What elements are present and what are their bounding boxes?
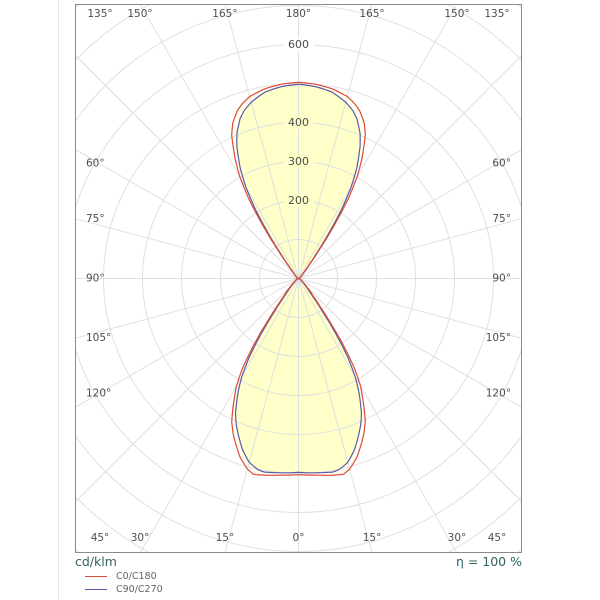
grid-radial-165: [298, 4, 373, 279]
angle-label-180-top: 180°: [286, 8, 311, 20]
angle-label-75-right: 75°: [492, 213, 511, 225]
angle-label-150-left: 150°: [127, 8, 152, 20]
grid-radial-240: [75, 149, 299, 279]
grid-radial-195: [224, 4, 299, 279]
legend-label: C90/C270: [116, 584, 163, 595]
c90-c270-line-swatch: [85, 589, 107, 590]
grid-radial-30: [298, 278, 458, 553]
angle-label-120-left: 120°: [86, 388, 111, 400]
angle-label-165-left: 165°: [212, 8, 237, 20]
angle-label-45-left: 45°: [91, 532, 110, 544]
angle-label-90-left: 90°: [86, 273, 105, 285]
efficiency-label: η = 100 %: [455, 554, 522, 569]
grid-radial-120: [298, 149, 522, 279]
grid-radial-105: [298, 218, 522, 279]
angle-label-30-left: 30°: [131, 532, 150, 544]
grid-radial-225: [75, 54, 299, 279]
legend-item-c90-c270: C90/C270: [85, 584, 163, 595]
grid-radial-285: [75, 278, 299, 339]
angle-label-30-right: 30°: [448, 532, 467, 544]
angle-label-0-bottom: 0°: [293, 532, 305, 544]
angle-label-15-right: 15°: [363, 532, 382, 544]
ring-label-bg: [283, 38, 314, 51]
grid-radial-135: [298, 54, 522, 279]
legend-label: C0/C180: [116, 571, 157, 582]
chart-footer: cd/klm η = 100 %: [75, 554, 522, 569]
grid-radial-60: [298, 278, 522, 408]
grid-radial-255: [75, 218, 299, 279]
ring-label-600: 600: [288, 38, 309, 51]
angle-label-60-right: 60°: [492, 158, 511, 170]
page-divider-line: [58, 0, 59, 600]
ring-label-400: 400: [288, 116, 309, 129]
angle-label-15-left: 15°: [216, 532, 235, 544]
angle-label-60-left: 60°: [86, 158, 105, 170]
angle-label-135-left: 135°: [87, 8, 112, 20]
ring-label-bg: [283, 194, 314, 207]
grid-radial-15: [298, 278, 373, 553]
angle-label-105-left: 105°: [86, 332, 111, 344]
angle-label-135-right: 135°: [484, 8, 509, 20]
angle-label-90-right: 90°: [492, 273, 511, 285]
angle-label-120-right: 120°: [486, 388, 511, 400]
ring-label-200: 200: [288, 194, 309, 207]
grid-radial-315: [75, 278, 299, 503]
ring-label-bg: [283, 116, 314, 129]
angle-label-165-right: 165°: [359, 8, 384, 20]
angle-label-105-right: 105°: [486, 332, 511, 344]
legend-item-c0-c180: C0/C180: [85, 571, 163, 582]
c0-c180-line-swatch: [85, 576, 107, 577]
grid-radial-45: [298, 278, 522, 503]
grid-radial-330: [139, 278, 299, 553]
legend: C0/C180 C90/C270: [85, 571, 163, 595]
angle-label-75-left: 75°: [86, 213, 105, 225]
ring-label-300: 300: [288, 155, 309, 168]
grid-radial-300: [75, 278, 299, 408]
ring-label-bg: [283, 155, 314, 168]
plot-frame: [75, 4, 522, 553]
grid-radial-75: [298, 278, 522, 339]
unit-label: cd/klm: [75, 554, 117, 569]
angle-label-45-right: 45°: [488, 532, 507, 544]
angle-label-150-right: 150°: [444, 8, 469, 20]
grid-radial-345: [224, 278, 299, 553]
c0-c180-curve: [231, 81, 366, 476]
